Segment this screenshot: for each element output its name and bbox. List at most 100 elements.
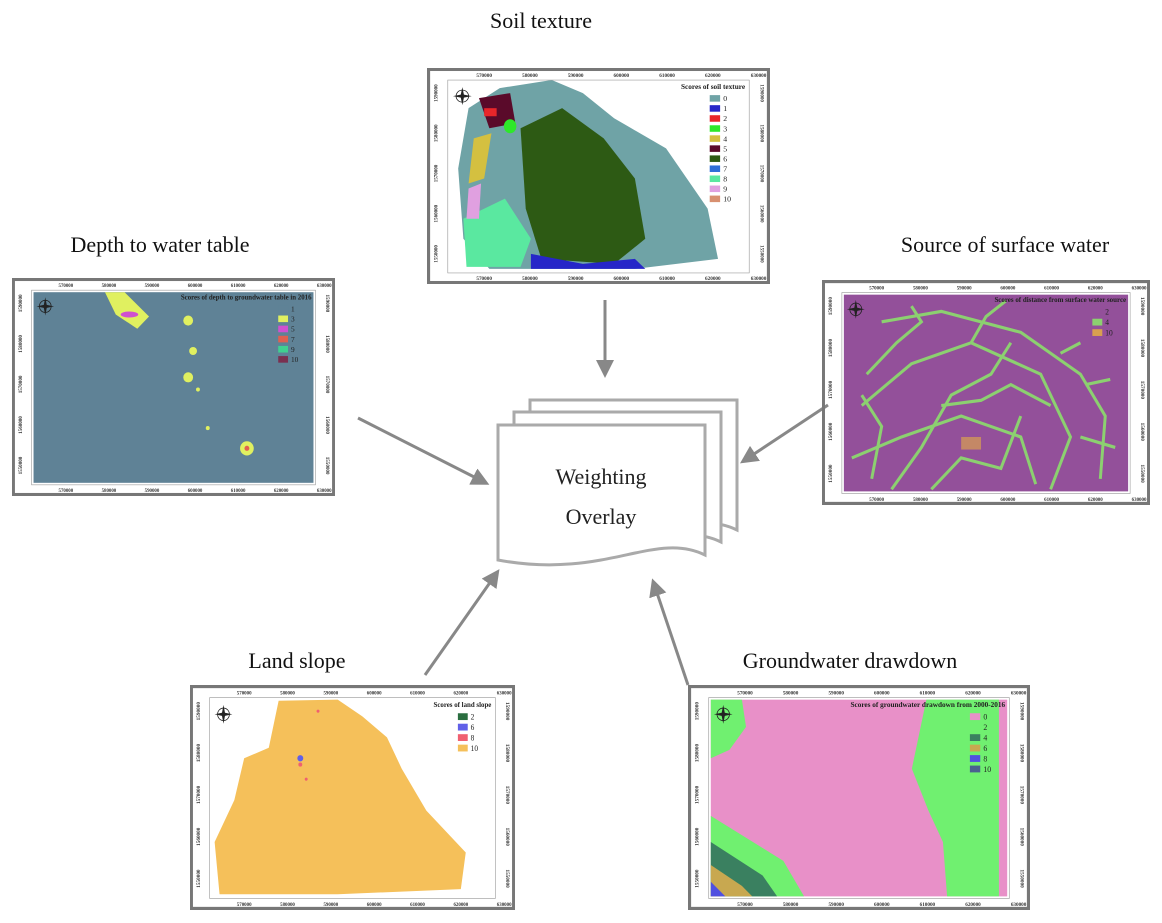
coord-label: 570000 — [476, 276, 492, 282]
coord-label: 600000 — [367, 902, 382, 908]
legend-title: Scores of land slope — [433, 701, 491, 709]
coord-label: 1560000 — [504, 828, 510, 847]
map-shapes — [458, 80, 718, 269]
coord-label: 590000 — [568, 276, 584, 282]
coord-label: 1560000 — [19, 416, 24, 434]
coord-label: 1590000 — [196, 702, 202, 721]
coord-label: 1550000 — [828, 464, 834, 483]
coord-label: 610000 — [920, 690, 936, 696]
coord-label: 570000 — [237, 902, 252, 908]
coord-label: 600000 — [188, 284, 203, 289]
coord-label: 600000 — [1000, 285, 1015, 291]
coord-label: 600000 — [367, 690, 382, 696]
coord-label: 590000 — [323, 690, 338, 696]
coord-label: 610000 — [231, 489, 246, 494]
coord-label: 1570000 — [1019, 786, 1025, 805]
coord-label: 630000 — [317, 489, 332, 494]
legend-swatch — [710, 95, 720, 102]
coord-label: 1550000 — [694, 869, 700, 888]
legend-label: 7 — [723, 165, 727, 174]
legend-label: 7 — [291, 335, 295, 344]
legend-label: 3 — [723, 124, 727, 133]
coord-label: 1590000 — [1139, 297, 1145, 316]
legend-swatch — [710, 165, 720, 172]
legend-label: 10 — [983, 765, 991, 774]
legend-label: 4 — [1105, 318, 1109, 327]
coord-label: 1580000 — [759, 125, 765, 143]
legend-title: Scores of distance from surface water so… — [994, 296, 1126, 304]
legend-swatch — [278, 316, 288, 323]
coord-label: 600000 — [874, 902, 890, 908]
coord-label: 580000 — [522, 276, 538, 282]
coord-label: 1560000 — [196, 827, 202, 846]
coord-label: 630000 — [751, 276, 767, 282]
coord-label: 620000 — [965, 690, 981, 696]
compass — [453, 87, 472, 105]
coord-label: 630000 — [497, 902, 512, 908]
coord-label: 590000 — [145, 284, 160, 289]
coord-label: 1590000 — [759, 84, 765, 102]
coord-label: 1570000 — [324, 376, 329, 394]
coord-label: 580000 — [102, 284, 117, 289]
coord-label: 580000 — [783, 902, 799, 908]
coord-label: 610000 — [1044, 285, 1059, 291]
coord-label: 620000 — [453, 690, 468, 696]
compass-star — [215, 705, 233, 724]
legend-swatch — [970, 755, 980, 762]
legend-swatch — [458, 713, 468, 720]
panel-title: Soil texture — [490, 8, 592, 33]
coord-label: 580000 — [913, 497, 928, 503]
legend-swatch — [278, 326, 288, 333]
legend-label: 0 — [983, 713, 987, 722]
coord-label: 600000 — [874, 690, 890, 696]
panel-title: Depth to water table — [71, 232, 250, 257]
coord-label: 590000 — [568, 73, 584, 79]
coord-label: 610000 — [231, 284, 246, 289]
compass — [215, 705, 233, 724]
coord-label: 610000 — [410, 902, 425, 908]
compass-star — [453, 87, 472, 105]
map-panel: 5700005700005800005800005900005900006000… — [690, 687, 1029, 909]
coord-label: 570000 — [737, 690, 753, 696]
coord-label: 610000 — [1044, 497, 1059, 503]
coord-label: 1550000 — [196, 869, 202, 888]
map-shapes — [215, 700, 466, 895]
coord-label: 1580000 — [433, 124, 439, 142]
coord-label: 630000 — [1011, 902, 1027, 908]
legend-label: 10 — [723, 195, 731, 204]
coord-label: 1590000 — [324, 295, 329, 313]
legend-label: 2 — [983, 723, 987, 732]
legend-swatch — [458, 724, 468, 731]
coord-label: 590000 — [828, 902, 844, 908]
legend-label: 8 — [983, 754, 987, 763]
legend-label: 9 — [723, 185, 727, 194]
coord-label: 1590000 — [828, 297, 834, 316]
legend-label: 2 — [471, 712, 475, 721]
map-shapes — [844, 295, 1128, 492]
legend-swatch — [710, 105, 720, 112]
coord-label: 580000 — [522, 73, 538, 79]
legend-title: Scores of depth to groundwater table in … — [181, 293, 312, 301]
legend-swatch — [970, 734, 980, 741]
map-panel: 5700005700005800005800005900005900006000… — [191, 687, 513, 909]
coord-label: 630000 — [1011, 690, 1027, 696]
coord-label: 1590000 — [504, 702, 510, 721]
legend-label: 5 — [291, 325, 295, 334]
coord-label: 600000 — [1000, 497, 1015, 503]
center-label: Weighting — [555, 464, 646, 489]
coord-label: 590000 — [957, 497, 972, 503]
coord-label: 600000 — [614, 73, 630, 79]
legend-label: 2 — [1105, 307, 1109, 316]
coord-label: 580000 — [783, 690, 799, 696]
map-shapes — [34, 292, 314, 483]
coord-label: 1570000 — [196, 785, 202, 804]
legend-swatch — [710, 175, 720, 182]
coord-label: 620000 — [705, 276, 721, 282]
coord-label: 570000 — [869, 497, 884, 503]
panel-title: Source of surface water — [901, 232, 1110, 257]
panel-title: Land slope — [248, 648, 345, 673]
coord-label: 590000 — [323, 902, 338, 908]
coord-label: 1580000 — [196, 743, 202, 762]
coord-label: 620000 — [705, 73, 721, 79]
coord-label: 1560000 — [759, 205, 765, 223]
